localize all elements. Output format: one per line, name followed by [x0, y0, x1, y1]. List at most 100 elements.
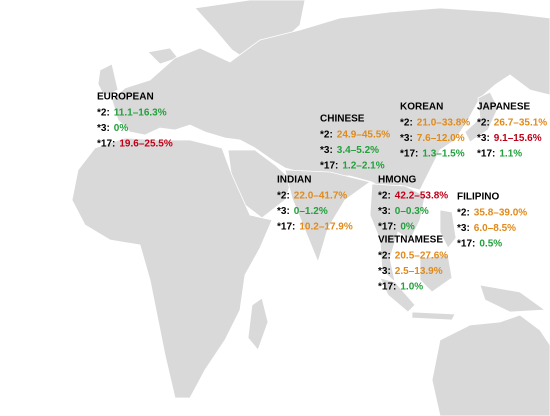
allele-row: *3: 0–0.3% [378, 206, 429, 217]
labels: EUROPEAN *2: 11.1–16.3% *3: 0% *17: 19.6–25.5%… [97, 92, 547, 293]
frequency-range: 0.5% [479, 238, 502, 249]
frequency-range: 2.5–13.9% [395, 266, 443, 277]
frequency-range: 0–0.3% [395, 206, 429, 217]
frequency-range: 42.2–53.8% [395, 190, 448, 201]
borneo [419, 254, 453, 293]
allele-row: *3: 7.6–12.0% [400, 133, 465, 144]
allele: *2: [320, 129, 333, 140]
landmasses [71, 0, 550, 416]
population-name: FILIPINO [457, 192, 499, 203]
allele-row: *2: 11.1–16.3% [97, 107, 167, 118]
allele-row: *17: 10.2–17.9% [277, 221, 353, 232]
population-label: CHINESE *2: 24.9–45.5% *3: 3.4–5.2% *17: 1.2–2… [320, 114, 390, 172]
australia [431, 314, 550, 416]
population-name: EUROPEAN [97, 92, 154, 103]
allele: *3: [400, 133, 413, 144]
allele-row: *3: 0% [97, 123, 128, 134]
population-label: HMONG *2: 42.2–53.8% *3: 0–0.3% *17: 0% [378, 175, 448, 233]
frequency-range: 22.0–41.7% [294, 190, 347, 201]
allele-row: *3: 3.4–5.2% [320, 145, 379, 156]
allele-row: *17: 0.5% [457, 238, 502, 249]
allele-row: *2: 42.2–53.8% [378, 190, 448, 201]
allele-row: *2: 26.7–35.1% [477, 117, 547, 128]
frequency-range: 0% [400, 221, 415, 232]
allele: *3: [378, 206, 391, 217]
population-name: HMONG [378, 175, 417, 186]
frequency-range: 19.6–25.5% [119, 138, 172, 149]
population-label: VIETNAMESE *2: 20.5–27.6% *3: 2.5–13.9% *17: 1… [378, 235, 448, 293]
frequency-range: 6.0–8.5% [474, 223, 516, 234]
allele-row: *3: 2.5–13.9% [378, 266, 443, 277]
allele-row: *17: 1.0% [378, 281, 423, 292]
allele-row: *3: 6.0–8.5% [457, 223, 516, 234]
frequency-range: 1.3–1.5% [422, 148, 464, 159]
allele: *2: [400, 117, 413, 128]
allele: *17: [457, 238, 475, 249]
africa [71, 137, 273, 399]
frequency-range: 1.2–2.1% [342, 160, 384, 171]
frequency-range: 3.4–5.2% [337, 145, 379, 156]
allele: *17: [277, 221, 295, 232]
frequency-range: 0–1.2% [294, 206, 328, 217]
allele-row: *2: 21.0–33.8% [400, 117, 470, 128]
allele: *3: [320, 145, 333, 156]
allele-row: *17: 0% [378, 221, 415, 232]
population-name: VIETNAMESE [378, 235, 443, 246]
allele: *2: [378, 190, 391, 201]
japan [464, 91, 499, 143]
frequency-range: 7.6–12.0% [417, 133, 465, 144]
population-label: KOREAN *2: 21.0–33.8% *3: 7.6–12.0% *17: 1.3–1… [400, 102, 470, 160]
allele: *2: [477, 117, 490, 128]
southeast-asia [369, 183, 426, 284]
allele: *17: [378, 221, 396, 232]
frequency-range: 35.8–39.0% [474, 207, 527, 218]
population-name: KOREAN [400, 102, 443, 113]
philippines [439, 209, 457, 249]
frequency-range: 1.1% [499, 148, 522, 159]
frequency-range: 20.5–27.6% [395, 250, 448, 261]
frequency-range: 26.7–35.1% [494, 117, 547, 128]
india [284, 169, 371, 264]
allele-row: *2: 24.9–45.5% [320, 129, 390, 140]
allele-row: *17: 19.6–25.5% [97, 138, 173, 149]
allele: *17: [477, 148, 495, 159]
frequency-range: 24.9–45.5% [337, 129, 390, 140]
population-name: CHINESE [320, 114, 365, 125]
frequency-range: 1.0% [400, 281, 423, 292]
population-label: EUROPEAN *2: 11.1–16.3% *3: 0% *17: 19.6–25.5% [97, 92, 173, 150]
allele: *2: [457, 207, 470, 218]
allele: *17: [97, 138, 115, 149]
allele: *2: [378, 250, 391, 261]
frequency-range: 21.0–33.8% [417, 117, 470, 128]
population-label: JAPANESE *2: 26.7–35.1% *3: 9.1–15.6% *17: 1.1… [477, 102, 547, 160]
allele: *3: [457, 223, 470, 234]
new-guinea [479, 284, 547, 313]
population-name: INDIAN [277, 175, 311, 186]
allele-row: *17: 1.1% [477, 148, 522, 159]
sumatra [379, 277, 416, 313]
allele: *3: [277, 206, 290, 217]
allele: *3: [97, 123, 110, 134]
allele: *17: [320, 160, 338, 171]
madagascar [247, 297, 269, 351]
frequency-range: 11.1–16.3% [114, 107, 167, 118]
allele: *17: [400, 148, 418, 159]
eurasia [111, 7, 550, 191]
allele-row: *3: 9.1–15.6% [477, 133, 542, 144]
population-label: INDIAN *2: 22.0–41.7% *3: 0–1.2% *17: 10.2–17.… [277, 175, 353, 233]
allele-row: *17: 1.3–1.5% [400, 148, 465, 159]
allele-row: *2: 22.0–41.7% [277, 190, 347, 201]
frequency-range: 0% [114, 123, 129, 134]
allele: *17: [378, 281, 396, 292]
allele: *2: [97, 107, 110, 118]
allele-row: *17: 1.2–2.1% [320, 160, 385, 171]
java [411, 311, 456, 321]
frequency-range: 10.2–17.9% [299, 221, 352, 232]
britain [97, 63, 119, 97]
allele-row: *3: 0–1.2% [277, 206, 328, 217]
population-label: FILIPINO *2: 35.8–39.0% *3: 6.0–8.5% *17: 0.5% [457, 192, 527, 250]
allele-row: *2: 35.8–39.0% [457, 207, 527, 218]
allele: *2: [277, 190, 290, 201]
allele: *3: [477, 133, 490, 144]
